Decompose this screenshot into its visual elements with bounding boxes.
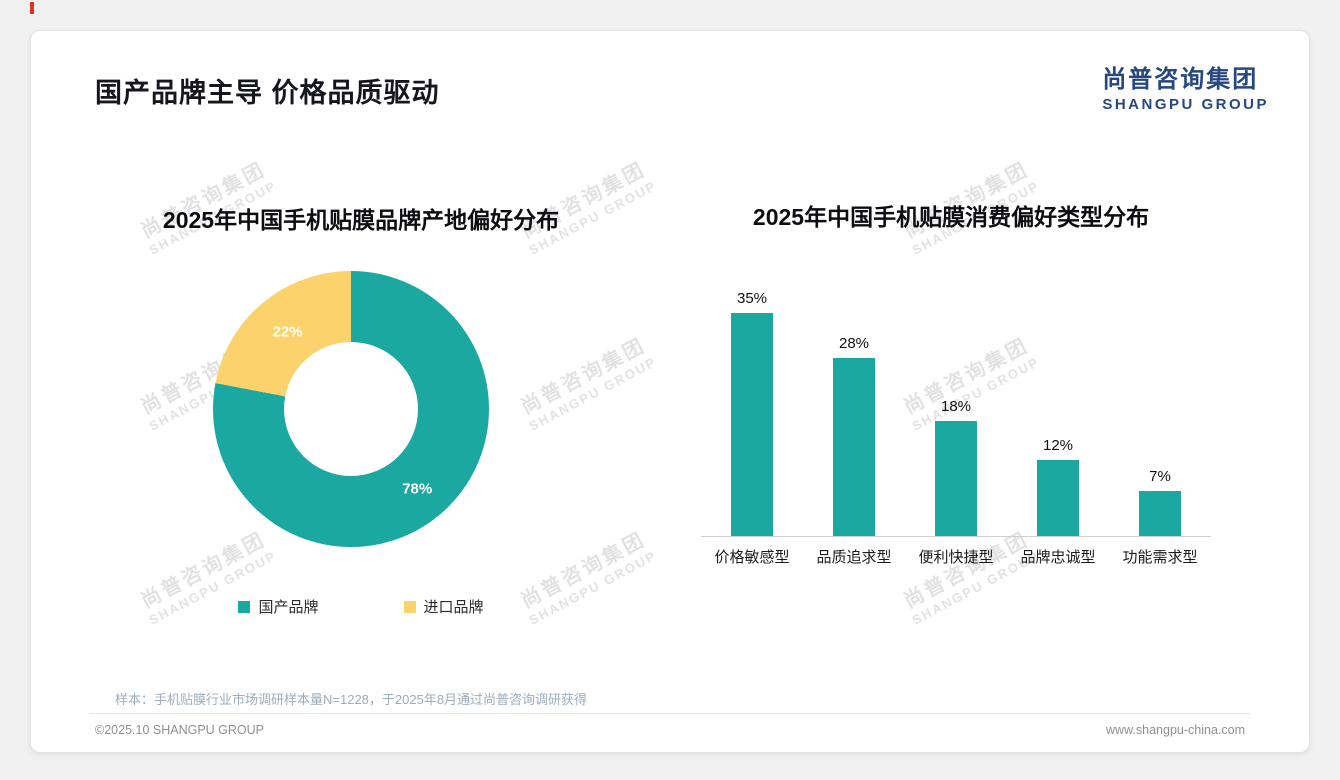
bar-category-label: 品质追求型 xyxy=(816,549,892,566)
company-logo: 尚普咨询集团 SHANGPU GROUP xyxy=(1102,59,1269,113)
legend-swatch-imported xyxy=(403,600,416,613)
bar-group: 28% xyxy=(803,335,905,536)
bar-group: 18% xyxy=(905,398,1007,536)
bar-group: 35% xyxy=(701,290,803,536)
logo-cn-text: 尚普咨询集团 xyxy=(1102,66,1259,93)
bar-category-label: 功能需求型 xyxy=(1122,549,1198,566)
bar-group: 7% xyxy=(1109,468,1211,536)
footer-website: www.shangpu-china.com xyxy=(1106,723,1245,737)
page-title: 国产品牌主导 价格品质驱动 xyxy=(95,78,440,108)
footer-copyright: ©2025.10 SHANGPU GROUP xyxy=(95,723,264,737)
bar xyxy=(1037,460,1079,536)
bar-value-label: 7% xyxy=(1149,468,1171,485)
bar-value-label: 12% xyxy=(1042,437,1074,454)
bar-value-label: 18% xyxy=(940,398,972,415)
slide-card: 尚普咨询集团 SHANGPU GROUP 尚普咨询集团 SHANGPU GROUP 尚普… xyxy=(30,30,1310,753)
legend-label-imported: 进口品牌 xyxy=(423,599,484,616)
bar-category-row: 价格敏感型 品质追求型 便利快捷型 品牌忠诚型 功能需求型 xyxy=(701,546,1211,567)
bar-chart-title: 2025年中国手机贴膜消费偏好类型分布 xyxy=(752,204,1150,230)
legend-item-domestic: 国产品牌 xyxy=(238,596,319,617)
donut-hole xyxy=(284,342,418,476)
watermark-cn: 尚普咨询集团 xyxy=(517,334,650,419)
legend-swatch-domestic xyxy=(238,600,251,613)
pie-label-domestic: 78% xyxy=(402,480,433,498)
logo-en-text: SHANGPU GROUP xyxy=(1102,96,1269,113)
bar-group: 12% xyxy=(1007,437,1109,536)
watermark-cn: 尚普咨询集团 xyxy=(517,158,650,243)
accent-mark xyxy=(30,2,34,14)
pie-legend: 国产品牌 进口品牌 xyxy=(61,596,661,617)
bar-plot: 35% 28% 18% 12% 7% xyxy=(701,279,1211,537)
bar-value-label: 28% xyxy=(838,335,870,352)
sample-footnote: 样本：手机贴膜行业市场调研样本量N=1228，于2025年8月通过尚普咨询调研获… xyxy=(115,692,588,707)
bar-category-label: 便利快捷型 xyxy=(918,549,994,566)
watermark-cn: 尚普咨询集团 xyxy=(137,158,270,243)
watermark-en: SHANGPU GROUP xyxy=(146,547,280,628)
legend-label-domestic: 国产品牌 xyxy=(258,599,319,616)
bar xyxy=(935,421,977,536)
watermark-en: SHANGPU GROUP xyxy=(526,547,660,628)
bar xyxy=(1139,491,1181,536)
donut-chart: 22% 78% xyxy=(213,271,489,547)
pie-label-imported: 22% xyxy=(272,323,303,341)
bar-category-label: 价格敏感型 xyxy=(714,549,790,566)
footer-divider xyxy=(89,713,1251,714)
bar-category-label: 品牌忠诚型 xyxy=(1020,549,1096,566)
bar-value-label: 35% xyxy=(736,290,768,307)
bar xyxy=(731,313,773,536)
watermark-en: SHANGPU GROUP xyxy=(526,353,660,434)
legend-item-imported: 进口品牌 xyxy=(403,596,484,617)
bar xyxy=(833,358,875,536)
pie-chart-title: 2025年中国手机贴膜品牌产地偏好分布 xyxy=(162,207,560,233)
